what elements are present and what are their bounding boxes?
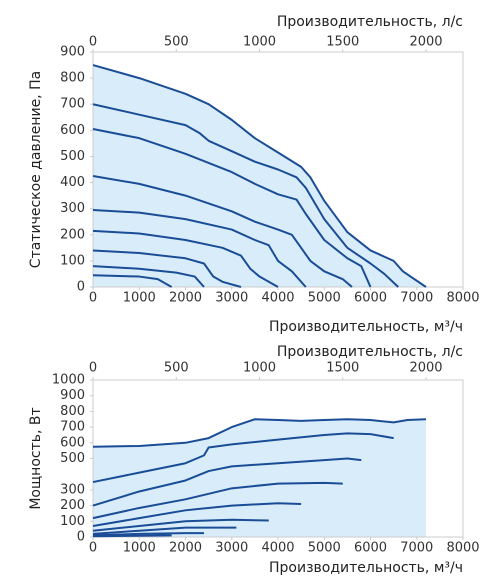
x2-tick-label: 2000 [409, 361, 442, 376]
x2-tick-label: 2000 [409, 35, 442, 50]
curve [92, 532, 204, 537]
x-axis-label: Производительность, м³/ч [269, 560, 463, 576]
top-axis-label: Производительность, л/с [277, 344, 463, 360]
y-tick-label: 100 [60, 253, 85, 268]
curve [92, 432, 394, 484]
x2-tick-label: 1500 [326, 35, 359, 50]
x-tick-label: 6000 [354, 541, 387, 556]
x2-tick-label: 1000 [243, 361, 276, 376]
x2-tick-label: 500 [164, 35, 189, 50]
x-tick-label: 6000 [354, 291, 387, 306]
y-tick-label: 800 [60, 404, 85, 419]
y-tick-label: 400 [60, 175, 85, 190]
curve [92, 526, 237, 535]
x-tick-label: 3000 [215, 291, 248, 306]
y-tick-label: 300 [60, 482, 85, 497]
curve [92, 249, 242, 288]
curve [92, 457, 362, 507]
curve [92, 103, 399, 288]
y-tick-label: 200 [60, 227, 85, 242]
y-tick-label: 600 [60, 435, 85, 450]
x-tick-label: 8000 [446, 291, 479, 306]
x-tick-label: 5000 [308, 541, 341, 556]
y-tick-label: 100 [60, 514, 85, 529]
y-tick-label: 0 [77, 530, 85, 545]
y-axis-label: Статическое давление, Па [28, 71, 44, 268]
x-tick-label: 3000 [215, 541, 248, 556]
envelope-area [93, 419, 426, 537]
curve [92, 418, 427, 448]
curve [92, 274, 173, 288]
y-tick-label: 900 [60, 388, 85, 403]
y-tick-label: 500 [60, 451, 85, 466]
x2-tick-label: 0 [89, 35, 97, 50]
envelope-area [93, 65, 426, 287]
curve [92, 534, 172, 538]
x-tick-label: 2000 [169, 291, 202, 306]
x2-tick-label: 0 [89, 361, 97, 376]
curve [92, 208, 307, 288]
x-tick-label: 8000 [446, 541, 479, 556]
curve [92, 265, 205, 288]
x-tick-label: 4000 [261, 541, 294, 556]
x-tick-label: 1000 [123, 291, 156, 306]
x-tick-label: 7000 [400, 291, 433, 306]
y-axis-label: Мощность, Вт [28, 407, 44, 509]
y-tick-label: 600 [60, 123, 85, 138]
x-tick-label: 5000 [308, 291, 341, 306]
x-tick-label: 7000 [400, 541, 433, 556]
y-tick-label: 1000 [52, 373, 85, 388]
x-tick-label: 4000 [261, 291, 294, 306]
y-tick-label: 0 [77, 280, 85, 295]
curve [92, 481, 343, 520]
curve [92, 175, 353, 288]
y-tick-label: 900 [60, 45, 85, 60]
x-tick-label: 2000 [169, 541, 202, 556]
y-tick-label: 700 [60, 420, 85, 435]
top-axis-label: Производительность, л/с [277, 14, 463, 30]
y-tick-label: 500 [60, 149, 85, 164]
curve [92, 128, 372, 288]
x2-tick-label: 1000 [243, 35, 276, 50]
y-tick-label: 300 [60, 201, 85, 216]
curve [92, 229, 279, 288]
x2-tick-label: 1500 [326, 361, 359, 376]
x-tick-label: 0 [89, 541, 97, 556]
y-tick-label: 200 [60, 498, 85, 513]
y-tick-label: 800 [60, 71, 85, 86]
x2-tick-label: 500 [164, 361, 189, 376]
y-tick-label: 700 [60, 97, 85, 112]
x-axis-label: Производительность, м³/ч [269, 319, 463, 335]
curve [92, 518, 269, 532]
x-tick-label: 1000 [123, 541, 156, 556]
curve [92, 64, 427, 288]
x-tick-label: 0 [89, 291, 97, 306]
curve [92, 502, 302, 527]
